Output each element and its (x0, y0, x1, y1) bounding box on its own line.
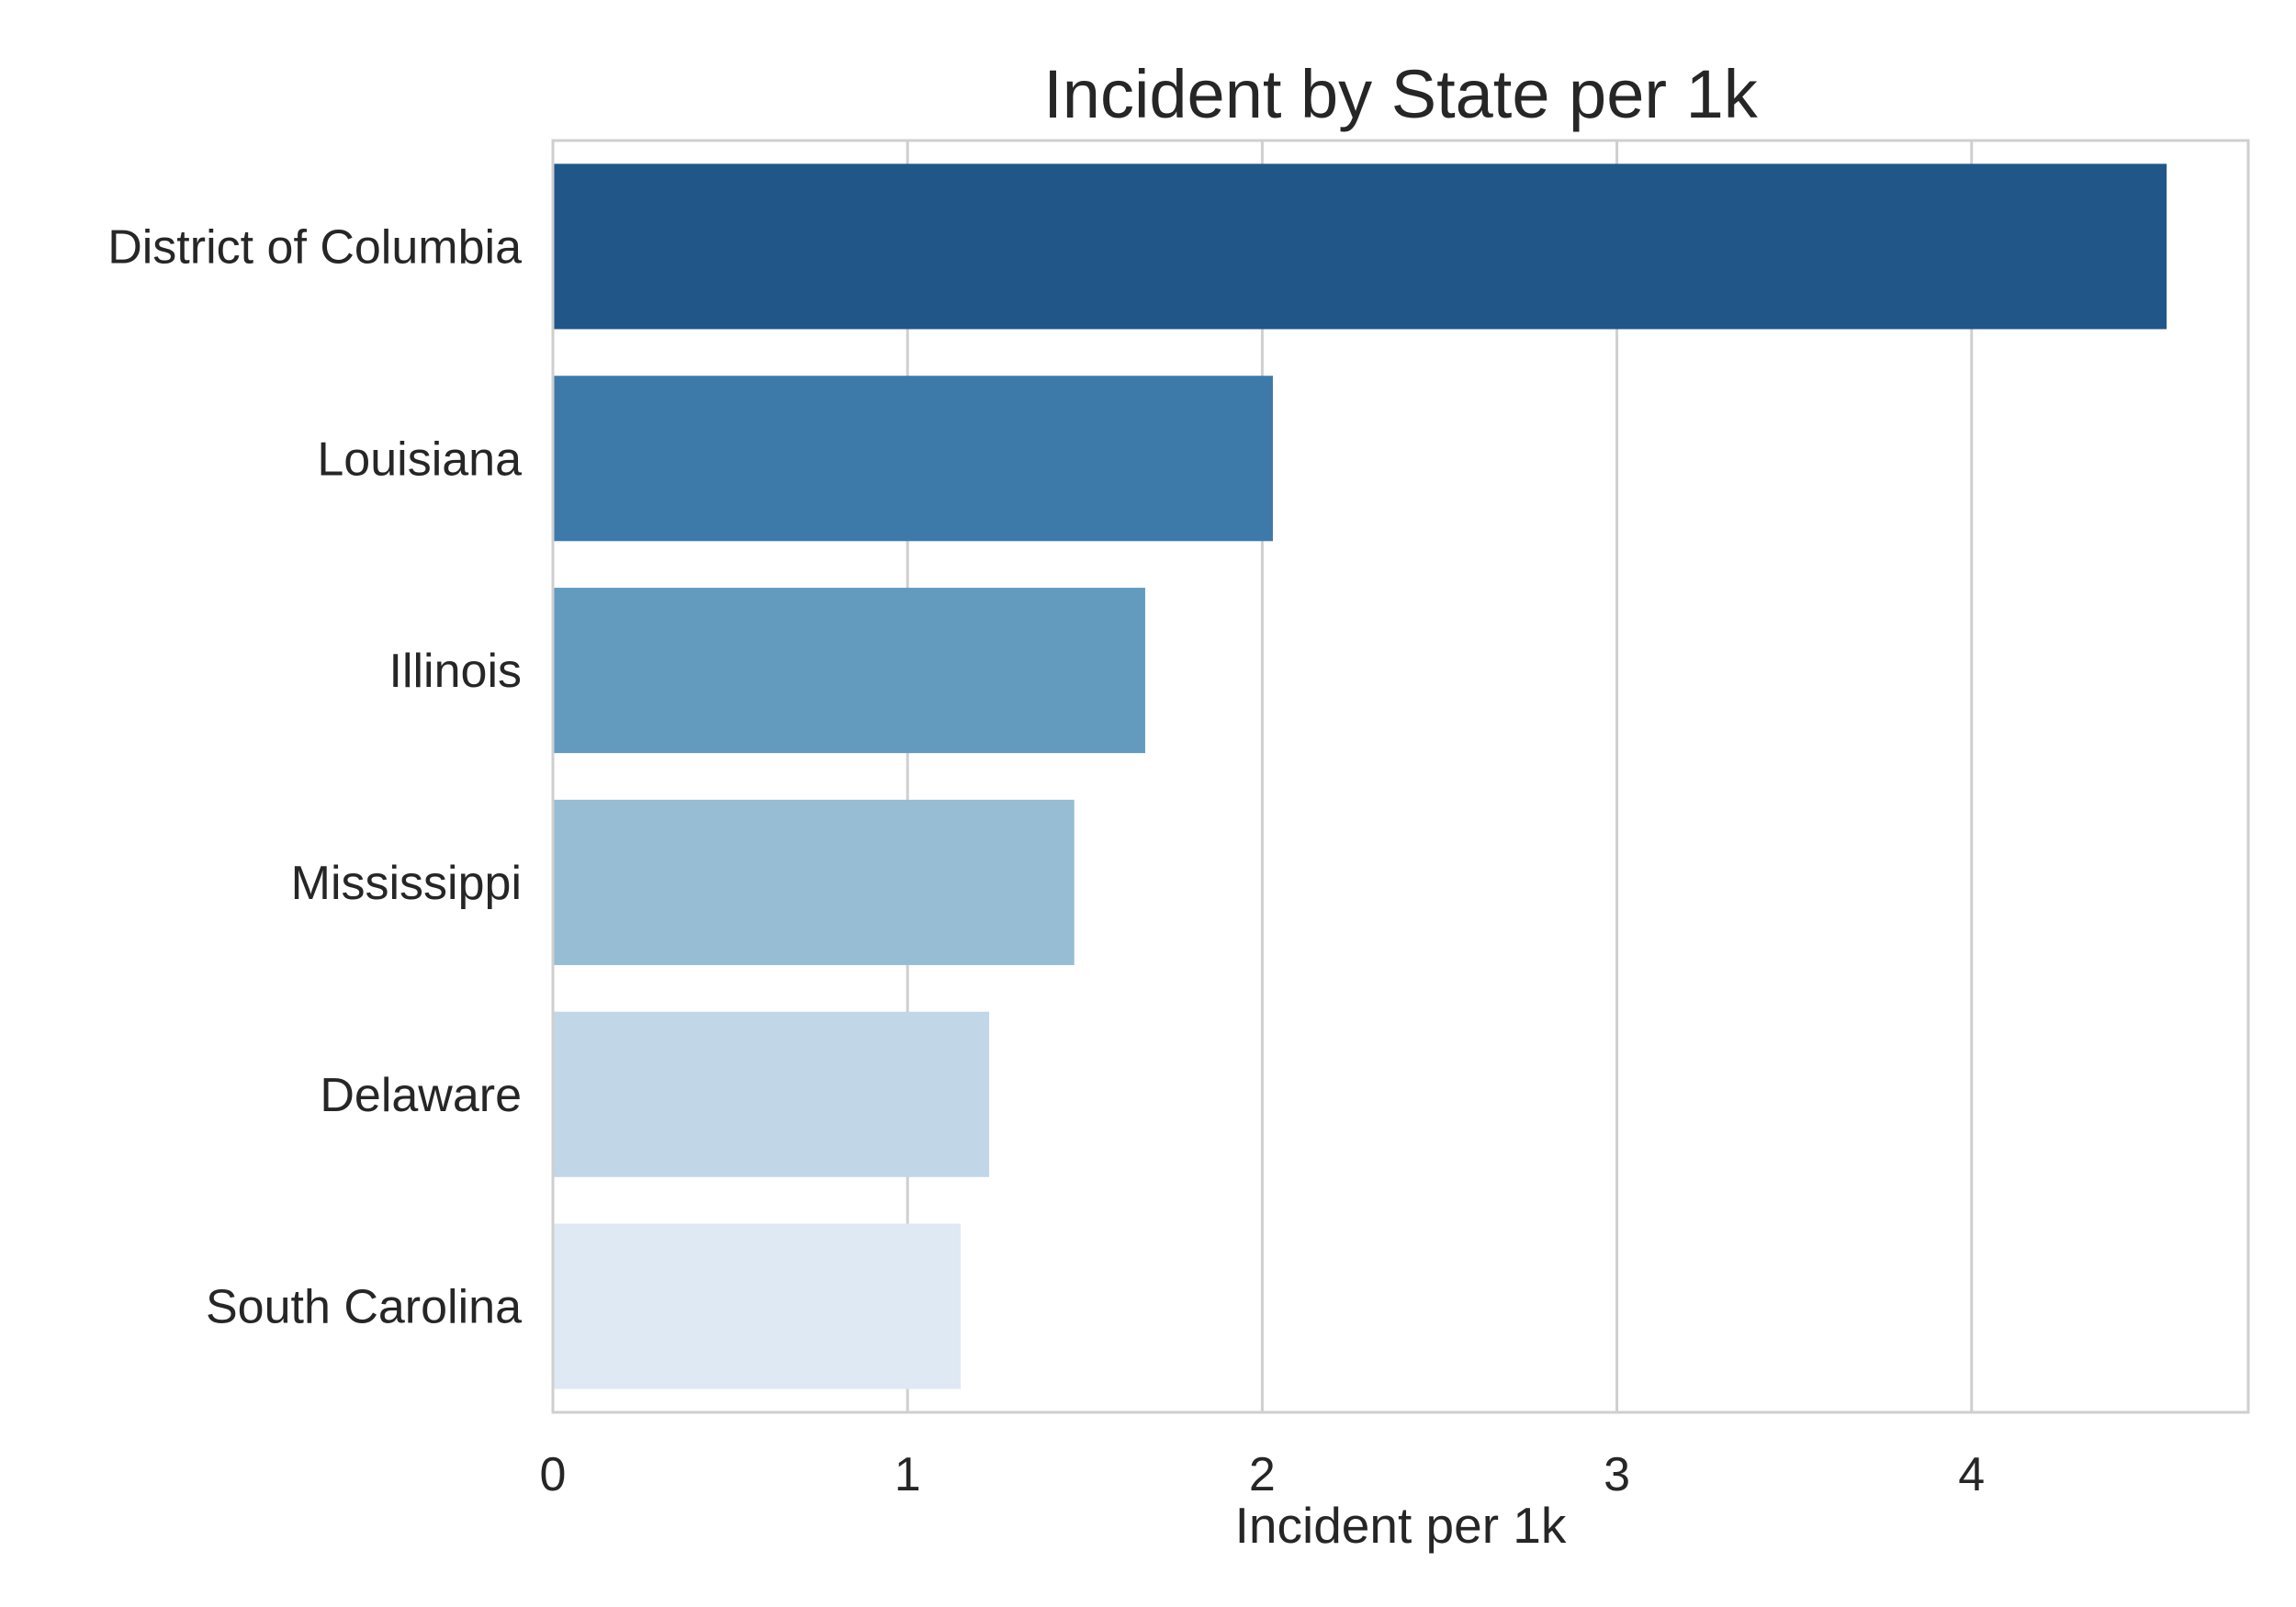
x-tick-label: 4 (1958, 1448, 1985, 1501)
y-tick-label: Illinois (389, 645, 523, 698)
chart-title: Incident by State per 1k (1043, 56, 1758, 132)
plot-frame (551, 139, 2250, 1414)
x-tick-label: 3 (1604, 1448, 1630, 1501)
y-tick-label: Delaware (320, 1069, 522, 1122)
x-tick-label: 1 (895, 1448, 921, 1501)
bar-mississippi (553, 799, 1075, 965)
y-tick-label: Mississippi (291, 857, 522, 910)
bar-south-carolina (553, 1223, 962, 1389)
y-tick-label: South Carolina (206, 1281, 522, 1334)
x-axis-label: Incident per 1k (1235, 1497, 1567, 1554)
y-tick-label: Louisiana (317, 433, 522, 486)
bar-delaware (553, 1011, 990, 1177)
x-tick-label: 0 (540, 1448, 567, 1501)
x-tick-label: 2 (1249, 1448, 1276, 1501)
y-tick-label: District of Columbia (107, 220, 522, 274)
bars (553, 163, 2167, 1389)
bar-louisiana (553, 376, 1273, 542)
x-tick-labels: 0 1 2 3 4 (540, 1448, 1986, 1501)
y-tick-labels: District of Columbia Louisiana Illinois Mis… (107, 220, 522, 1333)
bar-district-of-columbia (553, 163, 2167, 330)
bar-illinois (553, 588, 1145, 754)
